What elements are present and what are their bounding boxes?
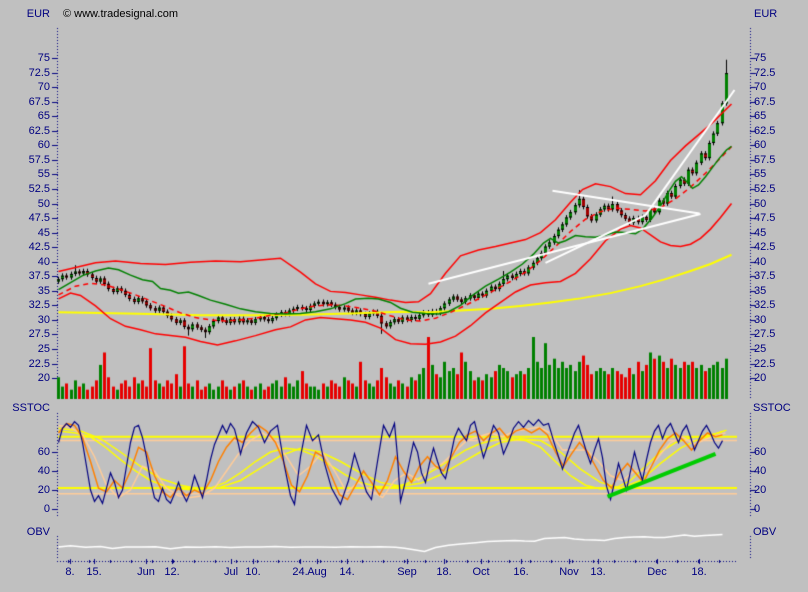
price-tick-label-left: 37.5 (28, 270, 50, 282)
sstoc-tick-label-left: 0 (43, 503, 50, 515)
sstoc-panel-label-right: SSTOC (753, 402, 791, 414)
date-label: 15. (86, 566, 102, 578)
date-label: 12. (164, 566, 180, 578)
price-tick-label-right: 25 (754, 343, 767, 355)
right-axis-title: EUR (754, 8, 778, 20)
date-label: 10. (245, 566, 261, 578)
copyright-text: © www.tradesignal.com (63, 8, 179, 20)
price-tick-label-right: 62.5 (754, 125, 776, 137)
date-label: Nov (559, 566, 579, 578)
price-tick-label-left: 30 (37, 314, 50, 326)
price-tick-label-left: 67.5 (28, 96, 50, 108)
date-label: Oct (472, 566, 490, 578)
sstoc-tick-label-right: 60 (754, 446, 767, 458)
price-tick-label-right: 22.5 (754, 358, 776, 370)
price-tick-label-left: 55 (37, 168, 50, 180)
date-label: 13. (590, 566, 606, 578)
sstoc-tick-label-right: 0 (754, 503, 761, 515)
price-tick-label-left: 22.5 (28, 358, 50, 370)
price-tick-label-right: 20 (754, 372, 767, 384)
price-tick-label-right: 67.5 (754, 96, 776, 108)
date-label: 16. (513, 566, 529, 578)
sstoc-tick-label-left: 60 (37, 446, 50, 458)
price-tick-label-left: 72.5 (28, 67, 50, 79)
price-tick-label-right: 35 (754, 285, 767, 297)
price-tick-label-right: 47.5 (754, 212, 776, 224)
date-label: 14. (339, 566, 355, 578)
price-tick-label-right: 30 (754, 314, 767, 326)
sstoc-tick-label-left: 20 (37, 484, 50, 496)
price-tick-label-right: 60 (754, 139, 767, 151)
date-label: 18. (436, 566, 452, 578)
sstoc-tick-label-left: 40 (37, 465, 50, 477)
date-label: Aug (307, 566, 327, 578)
price-tick-label-right: 45 (754, 227, 767, 239)
date-label: Dec (647, 566, 667, 578)
price-tick-label-left: 20 (37, 372, 50, 384)
price-tick-label-right: 75 (754, 52, 767, 64)
date-label: Jul (223, 566, 239, 578)
date-label: 24. (292, 566, 308, 578)
price-tick-label-right: 40 (754, 256, 767, 268)
obv-panel-label-right: OBV (753, 526, 777, 538)
price-tick-label-right: 57.5 (754, 154, 776, 166)
price-tick-label-left: 40 (37, 256, 50, 268)
date-label: 18. (691, 566, 707, 578)
price-tick-label-left: 52.5 (28, 183, 50, 195)
price-tick-label-left: 50 (37, 198, 50, 210)
price-tick-label-left: 70 (37, 81, 50, 93)
price-tick-label-left: 47.5 (28, 212, 50, 224)
date-label: Sep (397, 566, 417, 578)
price-tick-label-right: 65 (754, 110, 767, 122)
price-tick-label-right: 72.5 (754, 67, 776, 79)
price-tick-label-right: 42.5 (754, 241, 776, 253)
price-tick-label-left: 45 (37, 227, 50, 239)
price-tick-label-right: 32.5 (754, 299, 776, 311)
price-tick-label-right: 37.5 (754, 270, 776, 282)
price-tick-label-left: 25 (37, 343, 50, 355)
price-tick-label-right: 27.5 (754, 328, 776, 340)
price-tick-label-left: 62.5 (28, 125, 50, 137)
price-tick-label-left: 65 (37, 110, 50, 122)
price-tick-label-right: 50 (754, 198, 767, 210)
date-label: 8. (65, 566, 75, 578)
sstoc-tick-label-right: 40 (754, 465, 767, 477)
obv-panel-label-left: OBV (26, 526, 50, 538)
date-label: Jun (137, 566, 155, 578)
price-tick-label-left: 75 (37, 52, 50, 64)
sstoc-tick-label-right: 20 (754, 484, 767, 496)
price-tick-label-right: 52.5 (754, 183, 776, 195)
price-tick-label-left: 27.5 (28, 328, 50, 340)
price-tick-label-left: 57.5 (28, 154, 50, 166)
sstoc-panel-label-left: SSTOC (12, 402, 50, 414)
price-tick-label-left: 42.5 (28, 241, 50, 253)
left-axis-title: EUR (26, 8, 50, 20)
price-tick-label-left: 32.5 (28, 299, 50, 311)
price-tick-label-right: 70 (754, 81, 767, 93)
price-tick-label-left: 35 (37, 285, 50, 297)
price-tick-label-left: 60 (37, 139, 50, 151)
price-tick-label-right: 55 (754, 168, 767, 180)
